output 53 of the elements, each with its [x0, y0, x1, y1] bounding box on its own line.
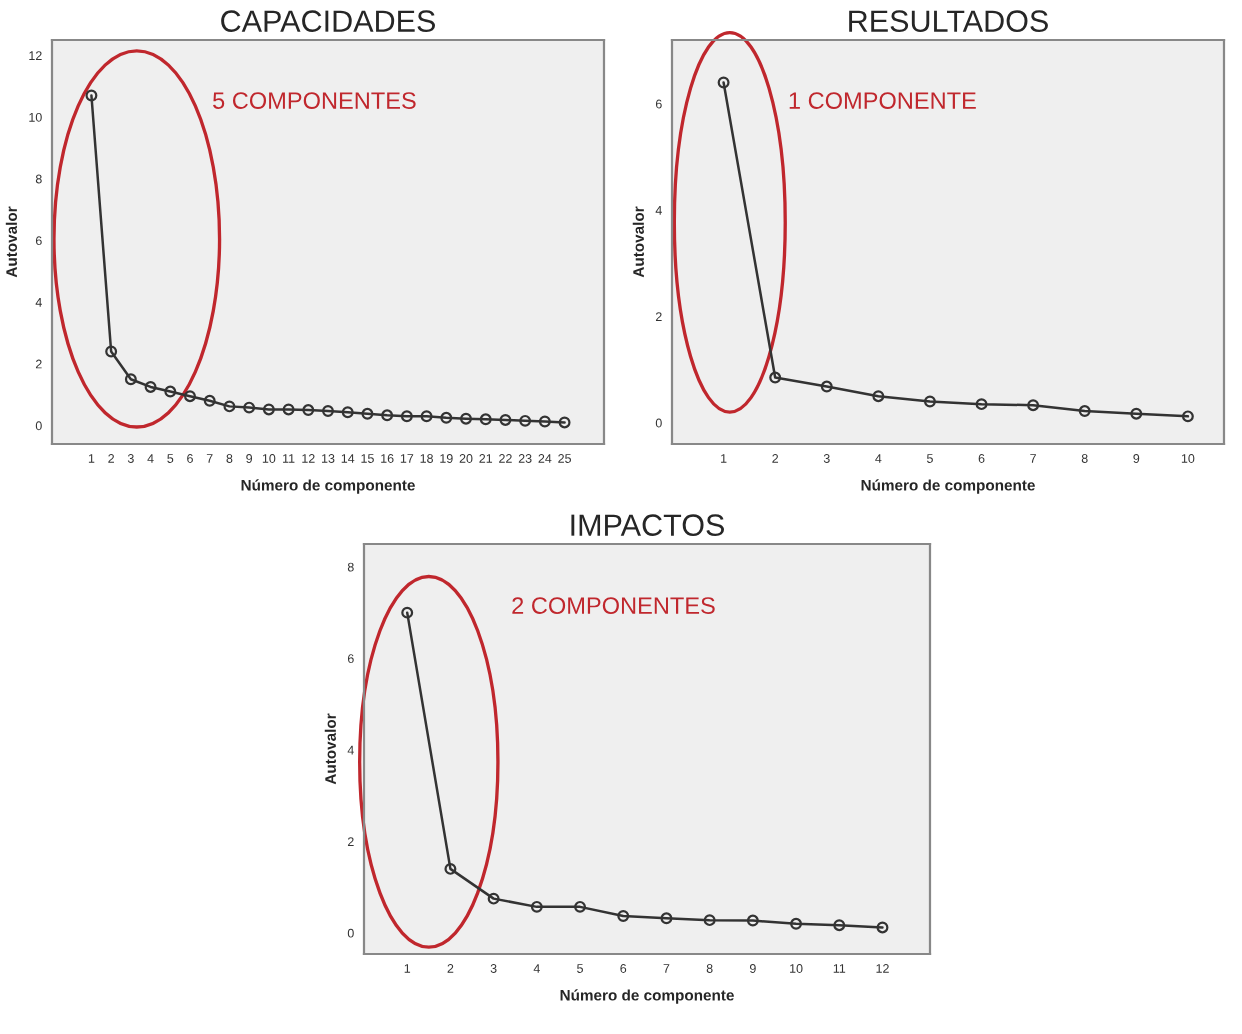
point	[105, 345, 118, 358]
point	[400, 410, 413, 423]
point	[322, 405, 334, 417]
point	[144, 380, 157, 393]
point	[479, 413, 492, 426]
chart-title: RESULTADOS	[849, 10, 1048, 32]
point	[302, 404, 315, 417]
point	[487, 892, 500, 905]
point	[1181, 410, 1194, 423]
point	[1027, 399, 1040, 412]
point	[164, 385, 177, 398]
point	[574, 900, 586, 913]
point	[420, 410, 433, 423]
point	[85, 89, 98, 102]
point	[833, 919, 846, 932]
point	[282, 403, 295, 416]
point	[876, 921, 889, 934]
point	[872, 390, 885, 403]
point	[203, 394, 216, 407]
point	[184, 390, 196, 403]
annotation: 1 COMPONENTE	[789, 92, 976, 109]
point	[558, 416, 571, 429]
point	[361, 407, 374, 420]
point	[262, 403, 275, 416]
point	[444, 862, 457, 875]
chart-title: CAPACIDADES	[221, 10, 435, 32]
point	[223, 400, 236, 413]
point	[381, 409, 394, 422]
chart-title: IMPACTOS	[571, 514, 724, 536]
annotation: 5 COMPONENTES	[213, 92, 416, 109]
point	[243, 401, 256, 414]
point	[820, 380, 833, 393]
point	[746, 914, 759, 927]
point	[460, 412, 472, 425]
point	[923, 395, 936, 408]
point	[440, 411, 453, 424]
point	[975, 398, 988, 411]
point	[1130, 407, 1143, 420]
point	[769, 371, 782, 384]
point	[617, 910, 630, 922]
point	[1078, 405, 1091, 418]
point	[124, 373, 137, 386]
point	[519, 414, 532, 427]
point	[499, 413, 512, 426]
point	[660, 912, 673, 925]
point	[401, 606, 414, 619]
point	[538, 415, 551, 428]
point	[703, 914, 716, 927]
point	[717, 76, 730, 89]
point	[530, 900, 543, 913]
annotation: 2 COMPONENTES	[512, 597, 715, 614]
point	[790, 917, 803, 930]
point	[341, 406, 354, 419]
